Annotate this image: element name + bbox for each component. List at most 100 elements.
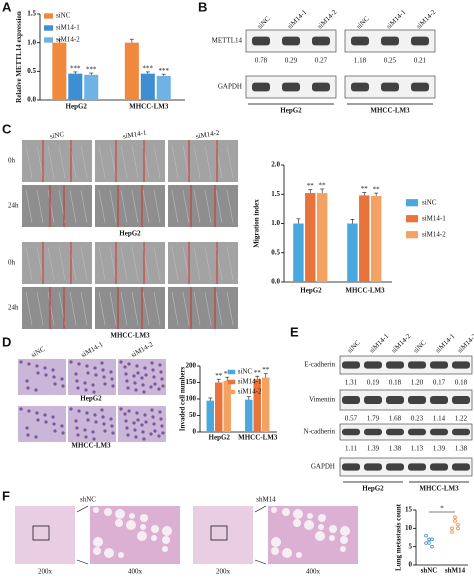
quantification: 0.78	[255, 57, 268, 65]
texture	[120, 189, 128, 224]
cell	[159, 417, 163, 421]
panel-letter: B	[198, 0, 207, 14]
cell	[84, 435, 88, 439]
significance: **	[361, 185, 369, 193]
data-point	[427, 537, 431, 542]
quantification: 1.68	[389, 415, 402, 423]
cell	[94, 373, 98, 377]
cell	[44, 373, 48, 377]
magnification: 400x	[128, 568, 143, 576]
wound-image	[22, 287, 92, 329]
blot-band	[430, 428, 448, 436]
cell	[132, 421, 136, 425]
bar	[68, 73, 83, 100]
blot-band	[312, 36, 330, 46]
blot-band	[364, 361, 382, 369]
quantification: 0.18	[455, 379, 468, 387]
legend-label: siNC	[238, 368, 253, 376]
y-tick-label: 0.5	[271, 248, 280, 256]
cell	[133, 428, 137, 432]
blot-frame	[339, 423, 473, 441]
texture	[69, 189, 77, 224]
texture	[193, 189, 201, 224]
texture	[153, 144, 161, 179]
texture	[131, 291, 139, 326]
data-point	[424, 541, 428, 545]
time-label: 24h	[8, 202, 19, 210]
wound-image	[22, 242, 92, 284]
alveolus	[151, 525, 159, 533]
cell	[60, 377, 64, 381]
legend-swatch	[406, 199, 418, 207]
legend-swatch	[44, 25, 53, 31]
zoom-line	[76, 559, 89, 565]
data-point	[427, 541, 431, 545]
blot-band	[252, 82, 270, 92]
x-tick-label: HepG2	[300, 287, 322, 295]
texture	[204, 144, 212, 179]
column-header: siM14-2	[415, 8, 438, 31]
texture	[47, 144, 55, 179]
cell	[142, 390, 146, 394]
y-tick-label: 150	[186, 378, 197, 386]
cell	[86, 418, 90, 422]
wound-image	[168, 140, 238, 182]
y-tick-label: 1.0	[27, 38, 36, 46]
cell	[123, 365, 127, 369]
cell	[161, 384, 165, 388]
time-label: 0h	[8, 157, 16, 165]
cell-line-label: HepG2	[119, 230, 141, 238]
cell	[34, 435, 38, 439]
y-tick-label: 0.5	[27, 67, 36, 75]
cell	[86, 371, 90, 375]
legend-swatch	[227, 379, 236, 385]
data-point	[430, 544, 434, 549]
quantification: 1.38	[455, 445, 468, 453]
texture	[80, 246, 88, 281]
texture	[47, 189, 55, 224]
x-tick-label: shNC	[421, 567, 438, 575]
cell-line-label: MHCC-LM3	[419, 485, 459, 493]
alveolus	[296, 552, 302, 558]
cell	[136, 418, 140, 422]
texture	[193, 291, 201, 326]
cell	[92, 390, 96, 394]
blot-band	[364, 463, 382, 471]
cell	[159, 370, 163, 374]
quantification: 1.38	[389, 445, 402, 453]
texture	[98, 291, 106, 326]
y-tick-label: 0.0	[271, 278, 280, 286]
cell	[124, 372, 128, 376]
y-tick-label: 0	[193, 428, 197, 436]
texture	[120, 144, 128, 179]
significance: ***	[158, 67, 169, 75]
panel-letter: F	[2, 488, 10, 503]
data-point	[453, 515, 457, 520]
blot-band	[430, 463, 448, 471]
quantification: 1.14	[433, 415, 446, 423]
cell	[34, 388, 38, 392]
cell	[94, 420, 98, 424]
texture	[131, 189, 139, 224]
alveolus	[118, 552, 124, 558]
y-tick-label: 1.0	[271, 219, 280, 227]
cell	[144, 373, 148, 377]
blot-band	[452, 428, 470, 436]
cell	[134, 435, 138, 439]
texture	[58, 144, 66, 179]
wound-image	[95, 185, 165, 227]
legend-label: siM14-1	[238, 378, 262, 386]
y-tick-label: 10	[405, 524, 413, 532]
significance: ***	[86, 66, 97, 74]
data-point	[450, 526, 454, 531]
bar	[253, 379, 261, 432]
column-header: siM14-2	[316, 8, 339, 31]
x-tick-label: MHCC-LM3	[129, 103, 169, 111]
column-header: siM14-1	[80, 340, 105, 359]
legend-swatch	[44, 13, 53, 19]
bar	[347, 223, 358, 282]
quantification: 1.11	[345, 445, 357, 453]
cell	[103, 429, 107, 433]
significance: **	[262, 366, 270, 374]
texture	[69, 291, 77, 326]
